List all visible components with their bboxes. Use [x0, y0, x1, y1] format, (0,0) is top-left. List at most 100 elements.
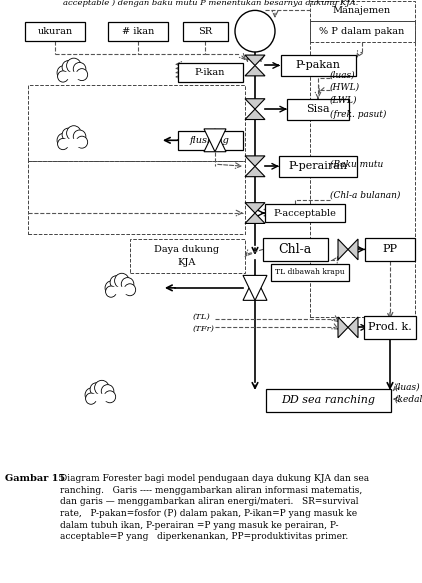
Text: SR: SR	[198, 27, 212, 36]
Bar	[28, 85, 245, 161]
Polygon shape	[245, 156, 265, 166]
Circle shape	[105, 281, 119, 295]
Text: P-perairan: P-perairan	[289, 161, 348, 171]
Text: (kedalaman): (kedalaman)	[395, 395, 422, 403]
Text: DD sea ranching: DD sea ranching	[281, 395, 375, 405]
Circle shape	[76, 136, 88, 148]
Text: (frek. pasut): (frek. pasut)	[330, 110, 387, 119]
Bar	[281, 55, 355, 76]
Text: (LWL): (LWL)	[330, 95, 357, 104]
Bar	[108, 22, 168, 41]
Text: TL dibawah krapu: TL dibawah krapu	[275, 268, 345, 276]
Bar	[365, 238, 415, 261]
Polygon shape	[245, 99, 265, 109]
Bar	[178, 131, 243, 150]
Circle shape	[57, 71, 68, 82]
Circle shape	[95, 380, 109, 395]
Circle shape	[73, 62, 86, 76]
Bar	[28, 161, 245, 234]
Bar	[265, 203, 345, 222]
Circle shape	[90, 383, 103, 396]
Bar	[364, 316, 416, 339]
Polygon shape	[204, 129, 226, 152]
Bar	[271, 264, 349, 280]
Circle shape	[57, 133, 71, 147]
Circle shape	[73, 130, 86, 143]
Text: ukuran: ukuran	[38, 27, 73, 36]
Circle shape	[76, 69, 88, 80]
Text: flushing: flushing	[190, 136, 230, 145]
Text: (luas): (luas)	[395, 382, 421, 391]
Text: P-acceptable: P-acceptable	[273, 209, 336, 217]
Text: (Baku mutu: (Baku mutu	[330, 160, 383, 168]
Circle shape	[115, 273, 129, 288]
Bar	[25, 22, 85, 41]
Circle shape	[67, 126, 81, 141]
Text: # ikan: # ikan	[122, 27, 154, 36]
Text: PP: PP	[382, 244, 398, 254]
Polygon shape	[348, 317, 358, 338]
Polygon shape	[245, 203, 265, 213]
Text: Gambar 15: Gambar 15	[5, 474, 65, 483]
Text: Sisa: Sisa	[306, 104, 330, 114]
Polygon shape	[243, 275, 267, 300]
Bar	[182, 22, 227, 41]
Circle shape	[85, 388, 99, 402]
Text: KJA: KJA	[178, 258, 196, 268]
Circle shape	[67, 58, 81, 73]
Text: (TL): (TL)	[193, 313, 211, 321]
Polygon shape	[92, 394, 109, 400]
Text: (Chl-a bulanan): (Chl-a bulanan)	[330, 191, 400, 200]
Text: Daya dukung: Daya dukung	[154, 245, 219, 254]
Text: rate,   P-pakan=fosfor (P) dalam pakan, P-ikan=P yang masuk ke: rate, P-pakan=fosfor (P) dalam pakan, P-…	[60, 509, 357, 518]
Circle shape	[57, 138, 68, 150]
Polygon shape	[338, 239, 348, 260]
Bar	[310, 21, 415, 41]
Bar	[310, 1, 415, 21]
Text: P-pakan: P-pakan	[295, 61, 341, 71]
Text: (luas): (luas)	[330, 71, 356, 79]
Polygon shape	[245, 55, 265, 65]
Circle shape	[62, 128, 75, 141]
Polygon shape	[64, 139, 81, 146]
Text: Diagram Forester bagi model pendugaan daya dukung KJA dan sea: Diagram Forester bagi model pendugaan da…	[60, 474, 369, 483]
Bar	[287, 99, 349, 120]
Polygon shape	[112, 287, 129, 293]
Text: Prod. k.: Prod. k.	[368, 322, 412, 332]
Polygon shape	[348, 239, 358, 260]
Polygon shape	[338, 317, 348, 338]
Circle shape	[235, 10, 275, 52]
Polygon shape	[64, 72, 81, 78]
Circle shape	[121, 278, 134, 291]
Bar	[310, 21, 415, 317]
Polygon shape	[245, 65, 265, 76]
Bar	[279, 156, 357, 177]
Circle shape	[124, 284, 135, 296]
Circle shape	[57, 66, 71, 80]
Bar	[178, 64, 243, 82]
Text: dalam tubuh ikan, P-perairan =P yang masuk ke perairan, P-: dalam tubuh ikan, P-perairan =P yang mas…	[60, 521, 338, 530]
Polygon shape	[204, 129, 226, 152]
Text: ranching.   Garis ---- menggambarkan aliran informasi matematis,: ranching. Garis ---- menggambarkan alira…	[60, 486, 362, 495]
Circle shape	[110, 276, 123, 289]
Bar	[130, 239, 245, 273]
Polygon shape	[245, 166, 265, 177]
Circle shape	[106, 286, 116, 297]
Text: (HWL): (HWL)	[330, 83, 360, 92]
Bar	[265, 389, 390, 412]
Text: P-ikan: P-ikan	[195, 68, 225, 78]
Polygon shape	[243, 275, 267, 300]
Polygon shape	[245, 109, 265, 120]
Text: (TFr): (TFr)	[193, 324, 215, 332]
Text: acceptable=P yang   diperkenankan, PP=produktivitas primer.: acceptable=P yang diperkenankan, PP=prod…	[60, 532, 348, 542]
Text: % P dalam pakan: % P dalam pakan	[319, 27, 405, 36]
Text: acceptable ) dengan baku mutu P menentukan besarnya dukung KJA.: acceptable ) dengan baku mutu P menentuk…	[63, 0, 359, 7]
Circle shape	[104, 391, 116, 403]
Circle shape	[101, 385, 114, 398]
Text: Manajemen: Manajemen	[333, 6, 391, 15]
Polygon shape	[245, 213, 265, 223]
Text: Chl-a: Chl-a	[279, 243, 311, 256]
Circle shape	[86, 393, 96, 404]
Bar	[262, 238, 327, 261]
Circle shape	[62, 61, 75, 73]
